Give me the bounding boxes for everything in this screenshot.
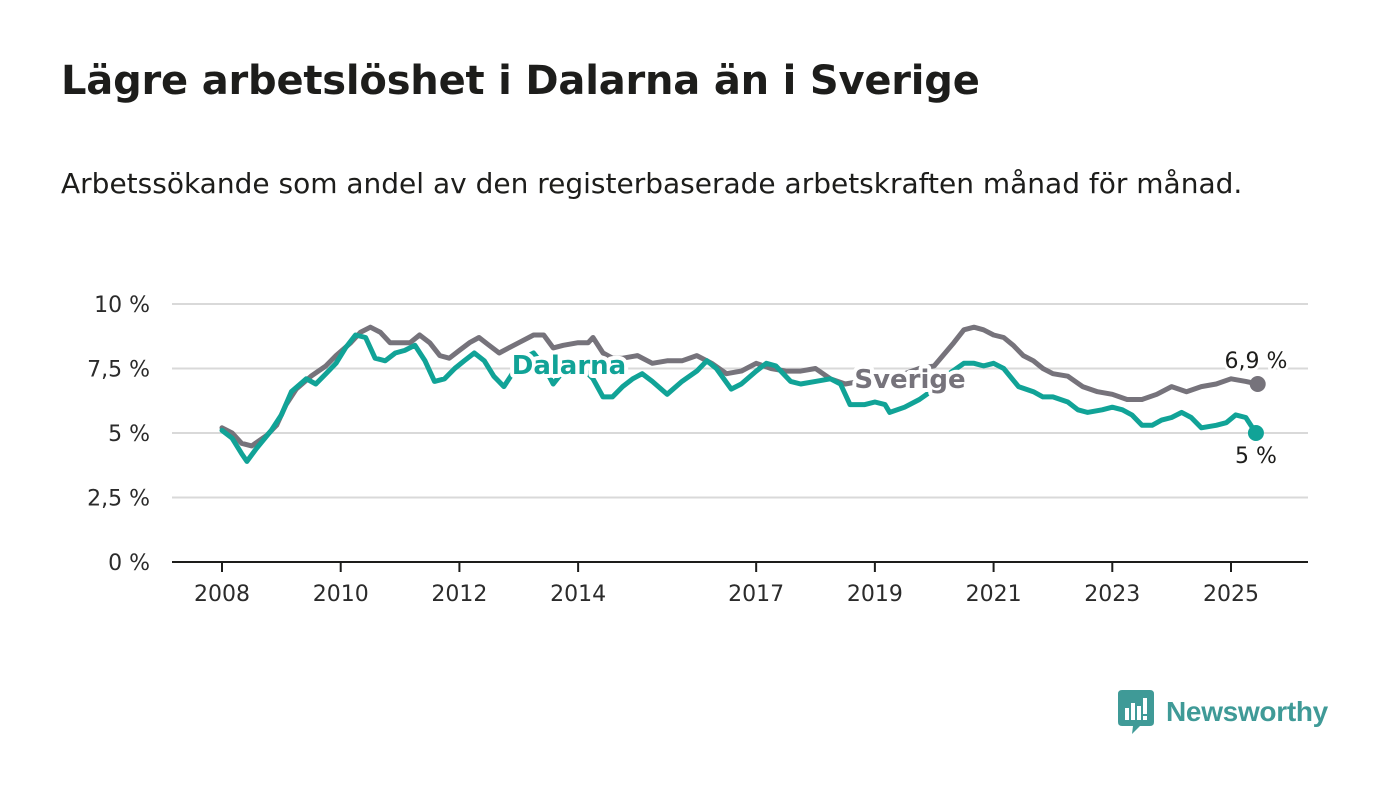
gridlines [172,303,1308,499]
x-tick-label: 2014 [550,582,606,607]
x-tick-label: 2021 [966,582,1022,607]
y-tick-label: 10 % [94,293,150,318]
chart-subtitle: Arbetssökande som andel av den registerb… [61,167,1243,200]
x-axis: 2008 2010 2012 2014 2017 2019 2021 2023 2025 [172,561,1308,607]
series-labels: 6,9 % Sverige 5 % Dalarna [508,346,1291,472]
chart-title: Lägre arbetslöshet i Dalarna än i Sverig… [61,58,980,104]
series-line-dalarna [219,332,1259,464]
x-tick-label: 2019 [847,582,903,607]
y-tick-label: 7,5 % [87,358,150,383]
end-value-label-sverige: 6,9 % [1225,349,1288,374]
end-value-label-dalarna: 5 % [1235,444,1277,469]
y-tick-label: 2,5 % [87,487,150,512]
newsworthy-logo-icon [1118,690,1154,734]
series-name-label-dalarna: Dalarna [512,351,626,381]
series-name-label-sverige: Sverige [854,365,965,395]
series-line-sverige [219,324,1261,449]
series-lines [219,324,1261,464]
brand-name: Newsworthy [1166,696,1328,727]
x-tick-label: 2017 [728,582,784,607]
y-axis-ticks: 0 % 2,5 % 5 % 7,5 % 10 % [87,293,150,576]
x-tick-label: 2010 [313,582,369,607]
x-tick-label: 2008 [194,582,250,607]
x-tick-label: 2012 [431,582,487,607]
y-tick-label: 0 % [108,551,150,576]
x-tick-label: 2025 [1203,582,1259,607]
endpoint-marker-dalarna [1247,425,1264,441]
y-tick-label: 5 % [108,422,150,447]
newsworthy-logo: Newsworthy [1118,690,1328,734]
x-tick-label: 2023 [1084,582,1140,607]
endpoint-marker-sverige [1249,375,1266,392]
